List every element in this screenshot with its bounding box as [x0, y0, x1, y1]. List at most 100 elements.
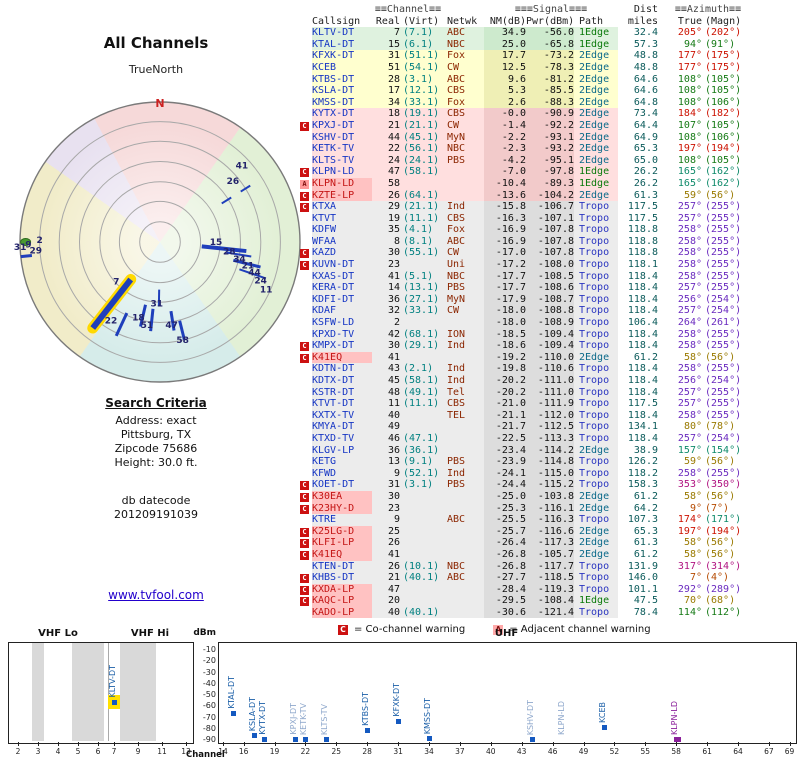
callsign-link[interactable]: KTAL-DT	[312, 38, 372, 51]
power-cell: -112.0	[526, 409, 574, 422]
callsign-link[interactable]: KDAF	[312, 305, 372, 318]
callsign-link[interactable]: KLPN-LD	[312, 177, 372, 190]
callsign-link[interactable]: KDTN-DT	[312, 363, 372, 375]
warning-gutter: C	[300, 190, 312, 202]
magnetic-azimuth-cell: (7°)	[705, 502, 730, 514]
callsign-link[interactable]: KSTR-DT	[312, 386, 372, 399]
miles-cell: 78.4	[633, 606, 658, 618]
signal-bar-callsign-label: KYTX-DT	[258, 701, 268, 735]
virtual-channel-cell: (51.1)	[400, 50, 444, 62]
network-cell	[444, 351, 484, 364]
network-cell: Tel	[444, 386, 484, 399]
channel-tickmark	[459, 742, 461, 746]
callsign-link[interactable]: KYTX-DT	[312, 108, 372, 120]
callsign-link[interactable]: KLGV-LP	[312, 444, 372, 457]
warning-gutter: C	[300, 595, 312, 607]
network-cell	[444, 177, 484, 190]
channel-tick-label: 67	[764, 747, 774, 756]
radar-channel-label: 47	[165, 321, 178, 331]
warning-gutter: C	[300, 572, 312, 584]
radar-channel-label: 29	[29, 247, 42, 257]
warning-gutter	[300, 27, 312, 39]
callsign-link[interactable]: KPXJ-DT	[312, 119, 372, 132]
callsign-link[interactable]: KETK-TV	[312, 143, 372, 155]
noise-margin-cell: -18.6	[484, 340, 526, 352]
miles-cell: 118.4	[627, 375, 658, 386]
table-row: KLTV-DT 7 (7.1) ABC 34.9 -56.0 1Edge 32.4 205° (2…	[300, 27, 800, 39]
callsign-link[interactable]: KCEB	[312, 61, 372, 74]
callsign-link[interactable]: KADO-LP	[312, 606, 372, 619]
co-channel-warning-marker: C	[300, 539, 309, 549]
true-azimuth-cell: 165°	[677, 166, 702, 178]
callsign-link[interactable]: KERA-DT	[312, 282, 372, 294]
true-azimuth-cell: 184°	[677, 108, 702, 120]
address-city: Pittsburg, TX	[120, 428, 192, 441]
callsign-link[interactable]: KAZD	[312, 247, 372, 260]
real-channel-cell: 26	[372, 189, 400, 202]
callsign-link[interactable]: KUVN-DT	[312, 259, 372, 271]
callsign-link[interactable]: KTRE	[312, 514, 372, 526]
callsign-link[interactable]: KOET-DT	[312, 479, 372, 491]
callsign-link[interactable]: KTBS-DT	[312, 73, 372, 86]
callsign-link[interactable]: KLTS-TV	[312, 154, 372, 167]
noise-margin-cell: -16.3	[484, 212, 526, 225]
callsign-link[interactable]: K23HY-D	[312, 502, 372, 515]
callsign-link[interactable]: K41EQ	[312, 548, 372, 561]
callsign-link[interactable]: KFXK-DT	[312, 50, 372, 62]
callsign-link[interactable]: KLPN-LD	[312, 166, 372, 178]
power-cell: -56.0	[526, 27, 574, 39]
callsign-link[interactable]: K30EA	[312, 490, 372, 503]
callsign-link[interactable]: KTVT-DT	[312, 398, 372, 410]
network-cell: Ind	[444, 201, 484, 213]
callsign-link[interactable]: KHBS-DT	[312, 572, 372, 584]
table-row: WFAA 8 (8.1) ABC -16.9 -107.8 Tropo 118.8 258° (2…	[300, 235, 800, 248]
co-channel-warning-marker: C	[300, 353, 309, 363]
channel-tick-label: 52	[609, 747, 620, 756]
callsign-link[interactable]: KTVT	[312, 212, 372, 225]
callsign-link[interactable]: KXAS-DT	[312, 270, 372, 283]
callsign-link[interactable]: K25LG-D	[312, 525, 372, 538]
callsign-link[interactable]: KZTE-LP	[312, 189, 372, 202]
callsign-link[interactable]: KTXA	[312, 201, 372, 213]
callsign-link[interactable]: KXDA-LP	[312, 583, 372, 596]
callsign-link[interactable]: WFAA	[312, 235, 372, 248]
callsign-link[interactable]: KPXD-TV	[312, 328, 372, 341]
channel-tickmark	[162, 742, 163, 746]
callsign-link[interactable]: KDFI-DT	[312, 293, 372, 306]
path-cell: 2Edge	[574, 61, 618, 74]
co-channel-warning-text: = Co-channel warning	[354, 624, 466, 635]
channel-tick-label: 14	[218, 747, 228, 756]
callsign-link[interactable]: KDTX-DT	[312, 375, 372, 387]
callsign-link[interactable]: KSFW-LD	[312, 317, 372, 329]
callsign-link[interactable]: KMPX-DT	[312, 340, 372, 352]
callsign-link[interactable]: KLTV-DT	[312, 27, 372, 39]
channel-tick-label: 34	[424, 747, 434, 756]
callsign-link[interactable]: KSHV-DT	[312, 131, 372, 144]
path-cell: 2Edge	[574, 50, 618, 62]
callsign-link[interactable]: KLFI-LP	[312, 537, 372, 549]
tvfool-link[interactable]: www.tvfool.com	[108, 588, 204, 602]
callsign-link[interactable]: KMSS-DT	[312, 96, 372, 109]
path-cell: 1Edge	[574, 38, 618, 51]
callsign-link[interactable]: KFWD	[312, 467, 372, 480]
true-azimuth-cell: 258°	[677, 235, 702, 247]
channel-tickmark	[243, 742, 245, 746]
noise-margin-cell: -25.0	[484, 490, 526, 503]
virtual-channel-cell: (2.1)	[400, 363, 444, 375]
callsign-link[interactable]: KETG	[312, 456, 372, 468]
callsign-link[interactable]: KDFW	[312, 224, 372, 236]
callsign-link[interactable]: K41EQ	[312, 351, 372, 364]
callsign-link[interactable]: KSLA-DT	[312, 85, 372, 97]
radar-channel-label: 9	[25, 240, 31, 250]
callsign-link[interactable]: KTXD-TV	[312, 432, 372, 445]
dbm-tick-label: -60	[202, 701, 216, 711]
callsign-link[interactable]: KXTX-TV	[312, 409, 372, 422]
channel-tick-label: 7	[111, 747, 117, 756]
table-row: KDTN-DT 43 (2.1) Ind -19.8 -110.6 Tropo 118.4 25…	[300, 363, 800, 375]
path-cell: Tropo	[574, 259, 618, 271]
table-row: C KMPX-DT 30 (29.1) Ind -18.6 -109.4 Tropo 118.4…	[300, 340, 800, 352]
callsign-link[interactable]: KMYA-DT	[312, 421, 372, 433]
callsign-link[interactable]: KAQC-LP	[312, 595, 372, 607]
callsign-link[interactable]: KTEN-DT	[312, 560, 372, 573]
network-cell: ABC	[444, 514, 484, 526]
